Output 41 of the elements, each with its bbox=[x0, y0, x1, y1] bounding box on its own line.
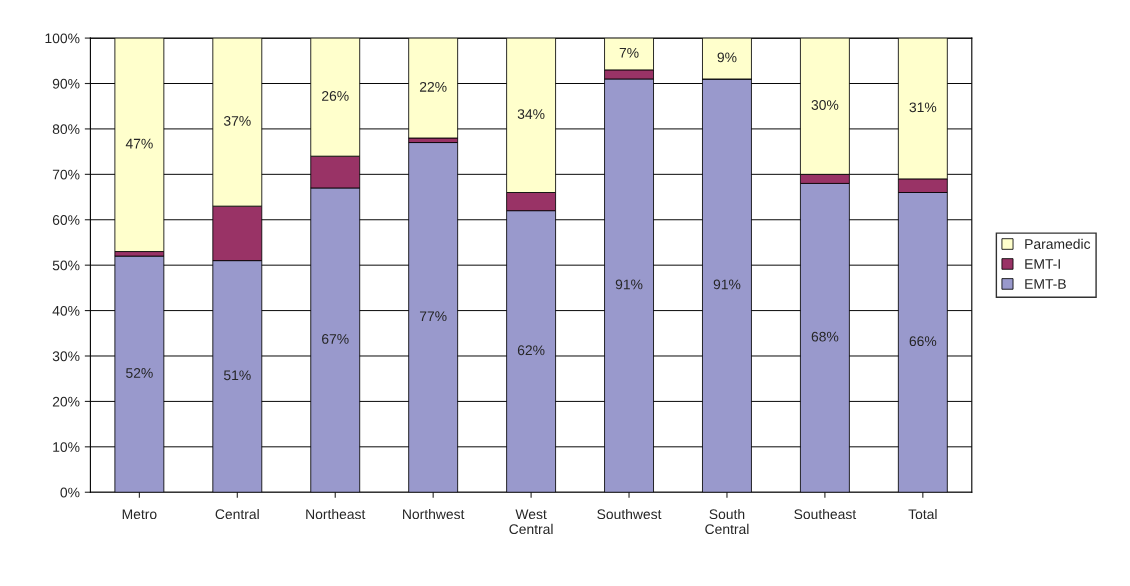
x-tick-label: Northeast bbox=[306, 508, 366, 520]
x-tick-label: South Central bbox=[705, 508, 749, 535]
y-tick-label: 100% bbox=[45, 33, 80, 44]
y-tick-label: 40% bbox=[52, 305, 80, 316]
y-tick-label: 30% bbox=[52, 351, 80, 362]
data-label: 77% bbox=[419, 311, 447, 322]
legend-label: EMT-B bbox=[1025, 279, 1066, 289]
legend-label: EMT-I bbox=[1025, 259, 1060, 269]
x-tick-label: Northwest bbox=[403, 508, 465, 520]
y-tick-label: 50% bbox=[52, 260, 80, 271]
y-tick-label: 20% bbox=[52, 396, 80, 407]
data-label: 7% bbox=[619, 47, 639, 58]
data-label: 67% bbox=[322, 333, 349, 344]
y-tick-label: 90% bbox=[52, 78, 80, 89]
x-tick-label: West Central bbox=[509, 509, 553, 535]
y-tick-label: 60% bbox=[52, 215, 80, 225]
data-label: 22% bbox=[419, 81, 447, 92]
x-tick-label: Southwest bbox=[597, 508, 662, 520]
y-tick-label: 80% bbox=[52, 124, 80, 135]
data-label: 9% bbox=[717, 52, 737, 63]
y-tick-label: 10% bbox=[53, 442, 80, 452]
data-label: 34% bbox=[517, 109, 545, 120]
x-tick-label: Southeast bbox=[794, 508, 857, 520]
y-tick-label: 70% bbox=[52, 169, 80, 180]
x-tick-label: Metro bbox=[122, 509, 157, 520]
data-label: 47% bbox=[125, 138, 153, 149]
x-tick-label: Total bbox=[908, 508, 937, 520]
data-label: 30% bbox=[811, 100, 839, 110]
data-label: 52% bbox=[126, 368, 153, 378]
x-tick-label: Central bbox=[215, 508, 259, 520]
y-tick-label: 0% bbox=[60, 487, 80, 498]
data-label: 91% bbox=[713, 279, 741, 290]
data-label: 91% bbox=[615, 279, 643, 290]
data-label: 51% bbox=[223, 370, 251, 381]
data-label: 31% bbox=[909, 102, 937, 113]
data-label: 62% bbox=[517, 345, 545, 356]
data-label: 37% bbox=[223, 116, 251, 126]
data-label: 66% bbox=[909, 336, 937, 347]
data-label: 68% bbox=[811, 331, 839, 342]
legend-label: Paramedic bbox=[1025, 238, 1091, 249]
data-label: 26% bbox=[322, 91, 349, 101]
